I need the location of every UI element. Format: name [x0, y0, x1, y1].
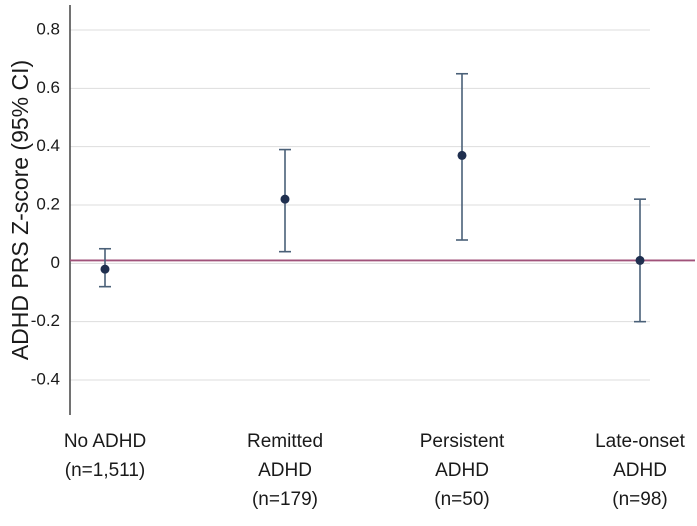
- x-category-label-line: ADHD: [613, 460, 667, 481]
- y-tick-label: -0.4: [31, 369, 60, 388]
- x-category-label: Remitted ADHD (n=179): [247, 431, 323, 510]
- x-category-label-line: No ADHD: [64, 431, 146, 452]
- y-ticks: -0.4 -0.2 0 0.2 0.4 0.6 0.8: [31, 19, 60, 388]
- x-category-label-line: (n=1,511): [65, 460, 145, 481]
- x-category-label: Late-onset ADHD (n=98): [595, 431, 686, 510]
- x-category-labels: No ADHD (n=1,511) Remitted ADHD (n=179) Persi…: [64, 431, 686, 510]
- x-category-label-line: (n=179): [252, 489, 318, 510]
- y-tick-label: 0: [51, 253, 60, 272]
- y-axis-title: ADHD PRS Z-score (95% CI): [7, 60, 33, 360]
- y-tick-label: 0.4: [36, 136, 60, 155]
- x-category-label-line: Late-onset: [595, 431, 686, 452]
- x-category-label-line: ADHD: [258, 460, 312, 481]
- error-bars: [99, 72, 646, 323]
- data-point: [280, 194, 290, 204]
- y-tick-label: 0.8: [36, 19, 60, 38]
- x-category-label-line: Remitted: [247, 431, 323, 452]
- gridlines: [70, 29, 650, 381]
- data-point: [457, 150, 467, 160]
- x-category-label-line: (n=50): [434, 489, 489, 510]
- y-tick-label: 0.6: [36, 78, 60, 97]
- x-category-label: No ADHD (n=1,511): [64, 431, 146, 481]
- data-point: [635, 255, 645, 265]
- y-tick-label: -0.2: [31, 311, 60, 330]
- x-category-label-line: (n=98): [612, 489, 667, 510]
- x-category-label-line: ADHD: [435, 460, 489, 481]
- x-category-label: Persistent ADHD (n=50): [420, 431, 505, 510]
- y-tick-label: 0.2: [36, 194, 60, 213]
- data-points: [100, 150, 645, 274]
- data-point: [100, 264, 110, 274]
- x-category-label-line: Persistent: [420, 431, 505, 452]
